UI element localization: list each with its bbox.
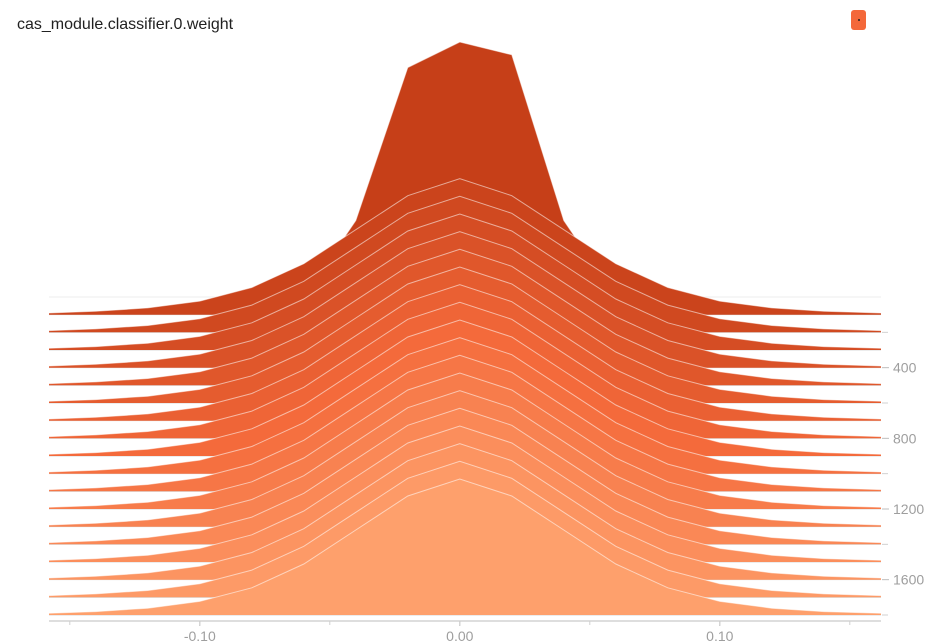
ridge-outline-step-400 xyxy=(48,231,882,367)
step-tick-label: 800 xyxy=(893,430,917,446)
x-tick-label: 0.10 xyxy=(706,628,733,643)
step-tick-label: 400 xyxy=(893,360,917,376)
x-axis: -0.10 0.00 0.10 xyxy=(49,620,881,643)
swatch-dot-icon xyxy=(858,19,860,21)
ridge-outline-step-800 xyxy=(48,301,882,438)
ridge-outline-step-500 xyxy=(48,248,882,385)
x-tick-label: -0.10 xyxy=(184,628,216,643)
ridge-outline-step-1000 xyxy=(48,337,882,473)
ridge-outline-step-0 xyxy=(49,41,881,298)
ridge-outline-step-1200 xyxy=(48,372,882,508)
chart-title: cas_module.classifier.0.weight xyxy=(17,16,234,33)
ridge-outline-step-300 xyxy=(48,213,882,349)
ridge-outline-step-1700 xyxy=(48,460,882,597)
histogram-ridges xyxy=(48,41,882,616)
step-tick-label: 1600 xyxy=(893,572,924,588)
step-axis: 400 800 1200 1600 xyxy=(882,331,924,616)
ridge-outline-step-700 xyxy=(48,284,882,420)
ridge-outline-step-1800 xyxy=(48,478,882,614)
run-color-swatch[interactable] xyxy=(851,10,866,30)
ridge-outline-step-1100 xyxy=(48,354,882,491)
histogram-ridge-step-0[interactable] xyxy=(49,42,881,297)
step-tick-label: 1200 xyxy=(893,501,924,517)
x-tick-label: 0.00 xyxy=(446,628,473,643)
ridge-outline-step-1400 xyxy=(48,407,882,544)
ridge-outline-step-200 xyxy=(48,195,882,332)
ridge-outline-step-900 xyxy=(48,319,882,455)
histogram-ridge-step-1800[interactable] xyxy=(49,479,881,615)
ridge-outline-step-600 xyxy=(48,266,882,402)
ridge-outline-step-100 xyxy=(48,178,882,314)
ridge-outline-step-1600 xyxy=(48,443,882,579)
ridge-outline-step-1500 xyxy=(48,425,882,561)
ridge-outline-step-1300 xyxy=(48,390,882,526)
